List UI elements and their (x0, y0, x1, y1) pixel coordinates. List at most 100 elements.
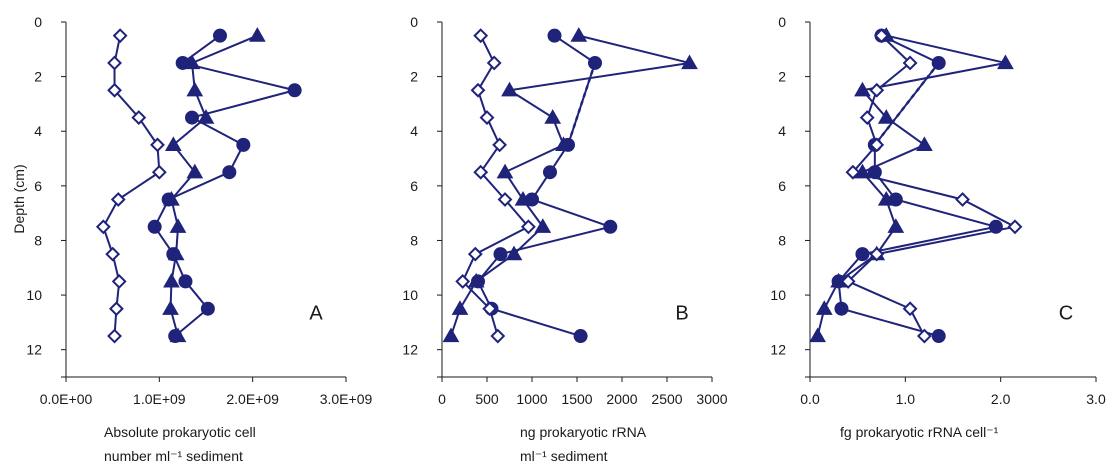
x-tick-label: 0 (438, 391, 446, 407)
data-point-triangle (534, 218, 552, 233)
y-tick-label: 10 (26, 287, 42, 303)
data-point-circle (222, 165, 237, 180)
series-line-circle (837, 34, 997, 338)
x-tick-label: 1000 (516, 391, 547, 407)
data-point-diamond (473, 164, 489, 180)
data-point-circle (213, 28, 227, 43)
y-tick-label: 2 (34, 69, 42, 85)
data-point-diamond (107, 55, 122, 71)
panel-letter: A (309, 303, 323, 325)
data-point-diamond (470, 82, 486, 98)
data-point-triangle (164, 136, 182, 152)
data-point-triangle (169, 327, 187, 343)
data-point-triangle (887, 218, 905, 233)
panel-a: 0 2 4 6 8 10 12 0.0E+00 1.0E+09 2.0E+09 3.0E+09 Abs… (26, 14, 372, 464)
y-tick-label: 4 (34, 123, 42, 139)
y-tick-label: 0 (778, 14, 786, 30)
y-tick-label: 0 (410, 14, 418, 30)
data-point-triangle (997, 54, 1014, 70)
panel-b: 0 2 4 6 8 10 12 0 500 1000 1500 2000 2500 3000 ng prok… (402, 14, 727, 464)
data-point-triangle (544, 109, 562, 124)
data-point-triangle (169, 218, 187, 233)
y-tick-label: 6 (778, 178, 786, 194)
data-point-circle (834, 301, 849, 316)
data-point-triangle (514, 190, 532, 206)
data-point-diamond (112, 28, 128, 44)
x-tick-label: 3.0E+09 (320, 391, 373, 407)
data-point-diamond (869, 82, 885, 98)
series-line-triangle (169, 34, 258, 337)
data-point-diamond (105, 246, 121, 262)
data-point-diamond (869, 137, 885, 153)
panel-letter: C (1059, 303, 1073, 325)
data-point-triangle (854, 81, 871, 97)
data-point-diamond (151, 164, 167, 180)
x-tick-label: 2.0E+09 (226, 391, 279, 407)
data-point-diamond (473, 28, 489, 44)
data-point-circle (236, 137, 251, 152)
data-point-triangle (505, 245, 523, 261)
data-point-triangle (809, 327, 826, 343)
data-point-circle (931, 55, 946, 70)
data-point-triangle (815, 300, 833, 315)
data-point-diamond (107, 82, 122, 98)
data-point-diamond (869, 246, 885, 262)
data-point-triangle (877, 190, 895, 206)
data-point-diamond (874, 28, 889, 44)
y-tick-label: 12 (26, 342, 42, 358)
data-point-diamond (467, 246, 483, 262)
data-point-circle (603, 219, 618, 234)
y-tick-label: 8 (778, 232, 786, 248)
data-point-diamond (902, 301, 918, 317)
data-point-triangle (248, 27, 266, 42)
data-point-triangle (681, 54, 698, 70)
y-tick-label: 2 (410, 69, 418, 85)
data-point-circle (287, 83, 302, 98)
x-axis-title: ng prokaryotic rRNA (520, 424, 647, 440)
series-line-diamond (461, 35, 530, 337)
x-tick-label: 3000 (696, 391, 727, 407)
data-point-triangle (555, 136, 572, 152)
x-axis-title: ml⁻¹ sediment (520, 448, 608, 464)
data-point-diamond (479, 110, 495, 125)
x-tick-label: 2500 (651, 391, 682, 407)
y-tick-label: 8 (410, 232, 418, 248)
y-tick-label: 4 (410, 123, 418, 139)
data-point-circle (543, 165, 557, 180)
series-line-diamond (846, 34, 1018, 337)
data-point-circle (573, 329, 588, 344)
series-line-circle (476, 34, 614, 337)
x-tick-label: 2000 (606, 391, 637, 407)
data-point-triangle (186, 81, 204, 97)
y-tick-label: 12 (770, 342, 786, 358)
data-point-diamond (497, 192, 513, 207)
data-point-circle (200, 301, 215, 316)
data-point-circle (147, 219, 162, 234)
series-line-diamond (102, 35, 161, 337)
data-point-diamond (482, 301, 498, 317)
data-point-diamond (845, 164, 861, 180)
data-point-triangle (197, 109, 215, 124)
data-point-diamond (107, 328, 122, 344)
data-point-triangle (916, 136, 933, 152)
data-point-circle (931, 329, 946, 344)
y-tick-label: 2 (778, 69, 786, 85)
x-axis-title: number ml⁻¹ sediment (104, 448, 243, 464)
y-tick-label: 8 (34, 232, 42, 248)
data-point-circle (547, 28, 562, 43)
data-point-diamond (110, 192, 126, 207)
x-axis-title: fg prokaryotic rRNA cell⁻¹ (840, 424, 999, 440)
data-point-circle (855, 247, 870, 262)
data-point-triangle (186, 163, 204, 179)
data-point-diamond (490, 328, 506, 344)
data-point-circle (493, 247, 508, 262)
y-tick-label: 6 (34, 178, 42, 194)
y-axis-title: Depth (cm) (11, 164, 27, 233)
x-tick-label: 2.0 (991, 391, 1011, 407)
y-tick-label: 12 (402, 342, 418, 358)
series-line-triangle (450, 34, 690, 337)
data-point-diamond (131, 110, 147, 125)
panel-letter: B (675, 303, 688, 325)
x-tick-label: 0.0 (800, 391, 820, 407)
data-point-triangle (442, 327, 460, 343)
